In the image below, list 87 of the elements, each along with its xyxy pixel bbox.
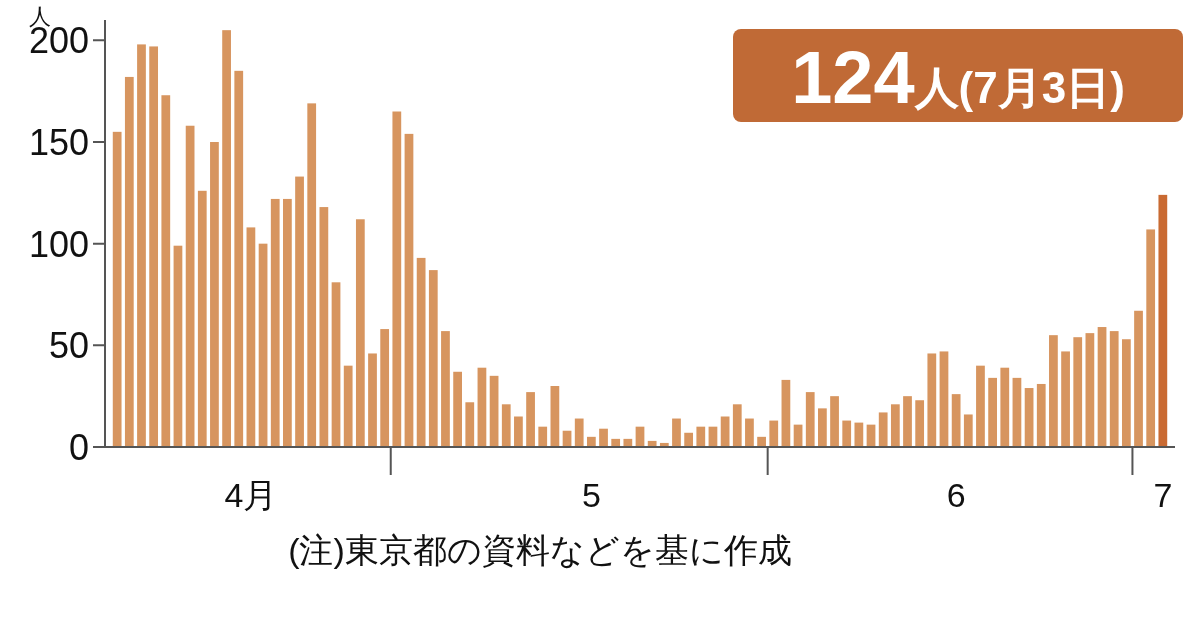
bar — [599, 428, 608, 447]
bar — [173, 245, 183, 447]
x-tick-label: 5 — [581, 476, 601, 514]
bar — [392, 111, 402, 447]
bar — [732, 404, 742, 447]
bar — [963, 414, 973, 447]
bar — [1146, 229, 1156, 447]
bar — [538, 426, 548, 447]
bar — [769, 420, 779, 447]
bar — [210, 142, 219, 447]
bar — [380, 329, 390, 447]
bar — [1121, 339, 1131, 447]
bar — [112, 131, 122, 447]
y-tick-label: 50 — [48, 325, 89, 367]
x-tick-label: 6 — [946, 476, 966, 514]
bar — [672, 418, 681, 447]
bar — [696, 426, 706, 447]
bar — [1158, 194, 1168, 447]
bar — [501, 404, 511, 447]
bar — [465, 402, 475, 447]
bar — [903, 396, 912, 447]
text: (注)東京都の資料などを基に作成 — [288, 531, 792, 569]
bar — [757, 436, 766, 447]
bar — [890, 404, 900, 447]
bar — [878, 412, 888, 447]
annotation: 124人(7月3日) — [791, 36, 1125, 119]
bar — [574, 418, 584, 447]
bar — [1012, 377, 1022, 447]
bar — [404, 133, 414, 447]
bar — [149, 46, 159, 447]
x-tick-label: 7 — [1153, 476, 1173, 514]
bar — [1085, 333, 1095, 447]
bar — [161, 95, 171, 447]
bar — [1134, 310, 1143, 447]
x-tick-label: 4月 — [224, 476, 278, 514]
y-tick-label: 0 — [68, 427, 89, 468]
bar — [270, 198, 280, 447]
bar — [951, 394, 961, 447]
bar — [988, 377, 997, 447]
bar — [124, 76, 134, 447]
bar — [514, 416, 523, 447]
bar — [258, 243, 268, 447]
y-tick-label: 100 — [28, 223, 89, 265]
bar — [185, 125, 195, 447]
bar — [939, 351, 949, 447]
bar — [137, 44, 146, 447]
bar — [915, 400, 925, 447]
bar — [343, 365, 353, 447]
bar — [842, 420, 852, 447]
bar — [441, 331, 450, 447]
bar — [197, 190, 207, 447]
bar — [307, 103, 317, 447]
bar — [526, 392, 535, 447]
bar — [1036, 383, 1046, 447]
bar — [1073, 337, 1083, 447]
bar — [805, 392, 815, 447]
bar — [586, 436, 596, 447]
bar — [976, 365, 985, 447]
bar — [222, 30, 231, 447]
bar — [1000, 367, 1010, 447]
bar — [453, 371, 462, 447]
bar — [234, 70, 244, 447]
bar — [331, 282, 341, 447]
y-tick-label: 150 — [28, 122, 89, 163]
bar — [428, 270, 438, 447]
bar — [781, 379, 791, 447]
bar — [818, 408, 827, 447]
bar — [1061, 351, 1070, 447]
bar — [295, 176, 304, 447]
bar — [1109, 331, 1119, 447]
bar — [854, 422, 864, 447]
bar — [489, 375, 499, 447]
bar — [830, 396, 839, 447]
bar — [745, 418, 754, 447]
bar — [355, 219, 365, 447]
bar — [1049, 335, 1058, 447]
bar — [550, 386, 560, 447]
bar — [477, 367, 487, 447]
bar — [319, 207, 329, 447]
bar — [283, 198, 292, 447]
bar — [1024, 388, 1034, 447]
bar — [1097, 327, 1107, 447]
bar — [246, 227, 256, 447]
bar — [416, 257, 426, 447]
bar — [368, 353, 377, 447]
bar — [684, 432, 694, 447]
bar — [927, 353, 937, 447]
